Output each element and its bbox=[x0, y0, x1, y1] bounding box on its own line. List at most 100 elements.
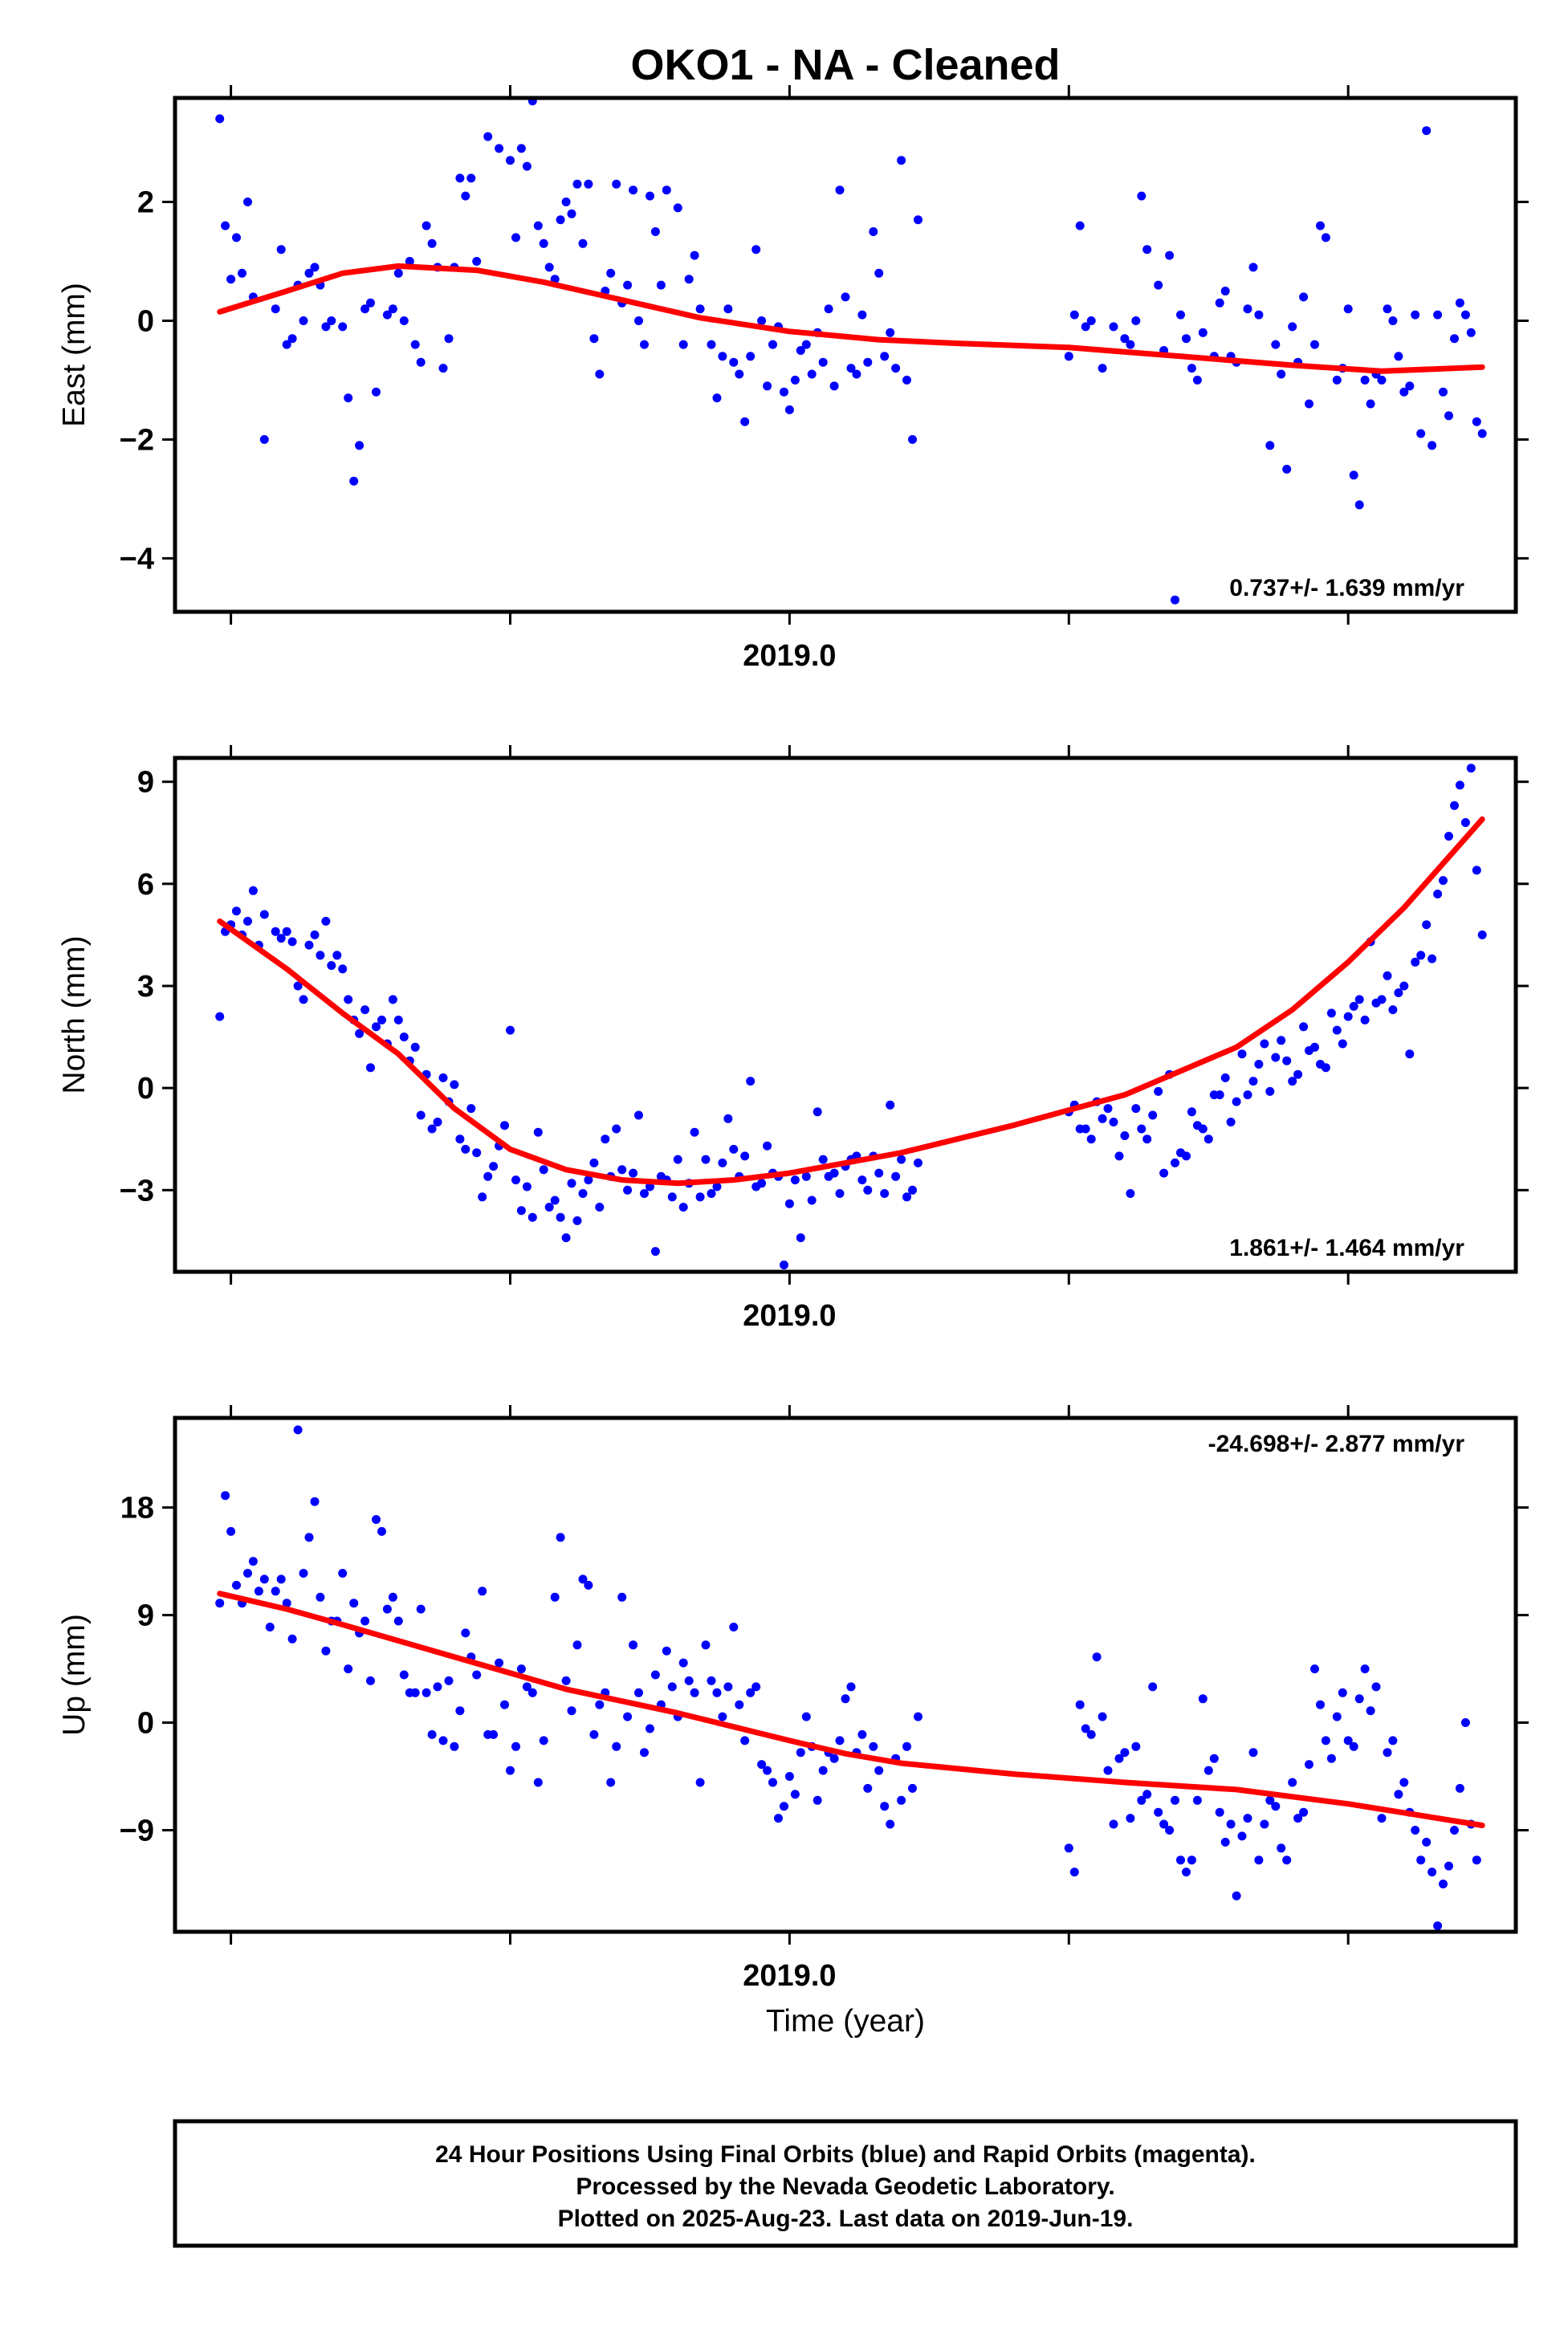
north-y-tick-label: 9 bbox=[137, 766, 154, 800]
east-data-point bbox=[1310, 340, 1319, 349]
north-y-tick-label: −3 bbox=[120, 1174, 154, 1208]
north-data-point bbox=[763, 1141, 772, 1151]
up-data-point bbox=[796, 1748, 805, 1758]
north-data-point bbox=[1439, 876, 1448, 886]
north-data-point bbox=[723, 1114, 733, 1123]
north-data-point bbox=[1288, 1077, 1297, 1086]
east-data-point bbox=[1332, 375, 1342, 385]
up-data-point bbox=[372, 1515, 381, 1524]
north-data-point bbox=[522, 1182, 531, 1191]
east-data-point bbox=[382, 310, 392, 320]
north-data-point bbox=[617, 1165, 627, 1175]
up-data-point bbox=[533, 1778, 543, 1787]
up-data-point bbox=[768, 1778, 777, 1787]
east-y-tick-label: 0 bbox=[137, 305, 154, 339]
up-points bbox=[215, 1425, 1481, 1931]
up-data-point bbox=[784, 1772, 794, 1781]
up-data-point bbox=[718, 1712, 727, 1721]
east-data-point bbox=[522, 161, 531, 171]
east-data-point bbox=[723, 304, 733, 314]
north-data-point bbox=[1187, 1107, 1196, 1117]
east-data-point bbox=[304, 268, 314, 278]
north-points bbox=[215, 764, 1487, 1269]
up-data-point bbox=[763, 1766, 772, 1775]
up-data-point bbox=[1198, 1694, 1208, 1704]
north-data-point bbox=[293, 981, 303, 991]
up-data-point bbox=[729, 1623, 739, 1631]
up-data-point bbox=[349, 1599, 359, 1608]
up-data-point bbox=[1399, 1778, 1409, 1787]
east-data-point bbox=[1460, 310, 1470, 320]
east-data-point bbox=[1394, 352, 1403, 361]
north-data-point bbox=[1265, 1086, 1275, 1096]
east-data-point bbox=[1126, 340, 1135, 349]
north-data-point bbox=[1405, 1049, 1415, 1059]
east-data-point bbox=[360, 304, 370, 314]
east-data-point bbox=[1321, 233, 1330, 242]
east-data-point bbox=[1422, 126, 1432, 136]
north-data-point bbox=[1383, 971, 1392, 980]
east-data-point bbox=[444, 334, 454, 344]
east-data-point bbox=[567, 209, 576, 218]
north-data-point bbox=[572, 1216, 582, 1225]
north-data-point bbox=[874, 1168, 884, 1178]
east-data-point bbox=[355, 441, 365, 450]
north-data-point bbox=[1126, 1189, 1135, 1198]
north-data-point bbox=[1394, 988, 1403, 997]
north-data-point bbox=[857, 1175, 867, 1185]
up-data-point bbox=[1388, 1736, 1398, 1745]
north-data-point bbox=[807, 1196, 817, 1205]
east-data-point bbox=[1411, 310, 1420, 320]
up-data-point bbox=[902, 1741, 911, 1751]
up-data-point bbox=[1203, 1766, 1213, 1775]
up-data-point bbox=[360, 1616, 370, 1626]
east-data-point bbox=[1316, 221, 1325, 230]
north-data-point bbox=[483, 1171, 493, 1181]
east-data-point bbox=[612, 179, 621, 189]
up-data-point bbox=[1444, 1861, 1453, 1871]
east-data-point bbox=[1265, 441, 1275, 450]
east-y-axis-label: East (mm) bbox=[57, 283, 92, 427]
north-data-point bbox=[829, 1168, 839, 1178]
up-data-point bbox=[678, 1658, 688, 1668]
up-data-point bbox=[846, 1682, 856, 1692]
up-data-point bbox=[1092, 1652, 1102, 1662]
east-data-point bbox=[695, 304, 705, 314]
up-data-point bbox=[1316, 1700, 1325, 1709]
up-data-point bbox=[1254, 1855, 1264, 1865]
up-y-axis-label: Up (mm) bbox=[57, 1614, 92, 1736]
east-data-point bbox=[1176, 310, 1185, 320]
east-data-point bbox=[438, 364, 448, 373]
up-data-point bbox=[1142, 1790, 1152, 1799]
north-data-point bbox=[1182, 1151, 1191, 1161]
east-data-point bbox=[1277, 369, 1286, 379]
up-data-point bbox=[254, 1587, 263, 1596]
north-data-point bbox=[1232, 1097, 1241, 1106]
up-data-point bbox=[1450, 1826, 1459, 1835]
up-data-point bbox=[366, 1676, 375, 1685]
east-data-point bbox=[299, 316, 308, 325]
east-data-point bbox=[1198, 328, 1208, 337]
north-data-point bbox=[567, 1179, 576, 1188]
north-data-point bbox=[707, 1189, 716, 1198]
north-data-point bbox=[1114, 1151, 1124, 1161]
east-fit-line bbox=[217, 263, 1485, 374]
east-data-point bbox=[1142, 245, 1152, 255]
east-plot-frame bbox=[173, 96, 1518, 614]
east-data-point bbox=[349, 476, 359, 486]
east-data-point bbox=[282, 340, 291, 349]
up-data-point bbox=[801, 1712, 811, 1721]
east-data-point bbox=[824, 304, 833, 314]
east-data-point bbox=[1433, 310, 1443, 320]
north-data-point bbox=[701, 1155, 711, 1164]
north-data-point bbox=[1321, 1063, 1330, 1073]
east-panel: 2019.0 −4 −2 0 2 East (mm) 0.737+/- 1.639 mm/y… bbox=[57, 85, 1529, 673]
east-data-point bbox=[516, 144, 526, 153]
north-data-point bbox=[595, 1203, 605, 1212]
up-data-point bbox=[695, 1778, 705, 1787]
up-data-point bbox=[1260, 1819, 1269, 1829]
up-data-point bbox=[880, 1802, 890, 1811]
up-data-point bbox=[1427, 1868, 1437, 1877]
north-data-point bbox=[316, 951, 325, 960]
